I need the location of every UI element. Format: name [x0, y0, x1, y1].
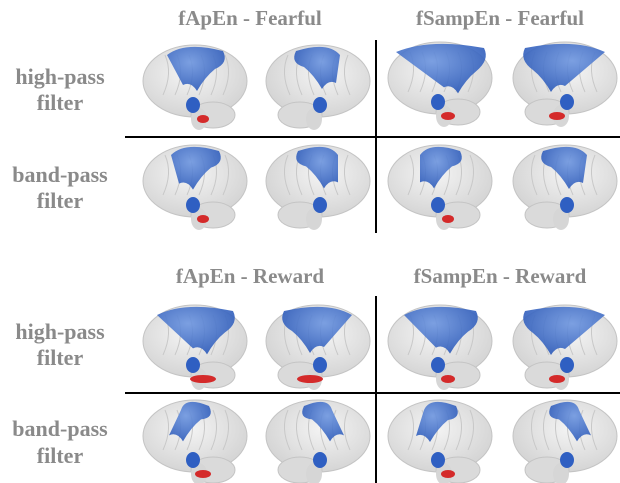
- activation-blob: [560, 94, 574, 110]
- activation-blob: [549, 112, 565, 120]
- activation-blob: [431, 357, 445, 373]
- activation-blob: [313, 197, 327, 213]
- activation-blob: [431, 94, 445, 110]
- brain-render: [388, 305, 492, 390]
- row-label: filter: [37, 188, 84, 213]
- brain-render: [143, 45, 247, 130]
- brain-render: [266, 145, 370, 230]
- activation-blob: [313, 452, 327, 468]
- column-title: fSampEn - Fearful: [416, 6, 584, 30]
- brain-render: [266, 305, 370, 390]
- column-title: fSampEn - Reward: [414, 264, 587, 288]
- activation-blob: [313, 357, 327, 373]
- activation-blob: [441, 112, 455, 120]
- activation-blob: [186, 197, 200, 213]
- activation-blob: [197, 115, 209, 123]
- brain-render: [513, 145, 617, 230]
- column-title: fApEn - Fearful: [178, 6, 322, 30]
- activation-blob: [186, 97, 200, 113]
- brain-render: [266, 45, 370, 130]
- brain-render: [513, 305, 617, 390]
- activation-blob: [560, 197, 574, 213]
- row-label: filter: [37, 90, 84, 115]
- activation-blob: [560, 452, 574, 468]
- row-label: filter: [37, 443, 84, 468]
- activation-blob: [186, 452, 200, 468]
- activation-blob: [442, 215, 454, 223]
- brain-render: [513, 42, 617, 127]
- activation-blob: [197, 215, 209, 223]
- brain-render: [143, 305, 247, 390]
- activation-blob: [190, 375, 216, 383]
- row-label: band-pass: [12, 416, 108, 441]
- activation-blob: [549, 375, 565, 383]
- brain-render: [143, 400, 247, 483]
- row-label: band-pass: [12, 162, 108, 187]
- brain-render: [266, 400, 370, 483]
- activation-blob: [186, 357, 200, 373]
- column-title: fApEn - Reward: [176, 264, 324, 288]
- activation-blob: [313, 97, 327, 113]
- activation-blob: [195, 470, 211, 478]
- brain-render: [513, 400, 617, 483]
- activation-blob: [441, 470, 455, 478]
- activation-blob: [297, 375, 323, 383]
- brain-render: [388, 42, 492, 127]
- row-label: filter: [37, 345, 84, 370]
- activation-blob: [431, 452, 445, 468]
- activation-blob: [560, 357, 574, 373]
- activation-blob: [431, 197, 445, 213]
- brain-render: [388, 400, 492, 483]
- activation-blob: [441, 375, 455, 383]
- brain-render: [143, 145, 247, 230]
- figure: fApEn - Fearful fSampEn - Fearful high-p…: [0, 0, 620, 483]
- row-label: high-pass: [15, 64, 105, 89]
- brain-render: [388, 145, 492, 230]
- row-label: high-pass: [15, 319, 105, 344]
